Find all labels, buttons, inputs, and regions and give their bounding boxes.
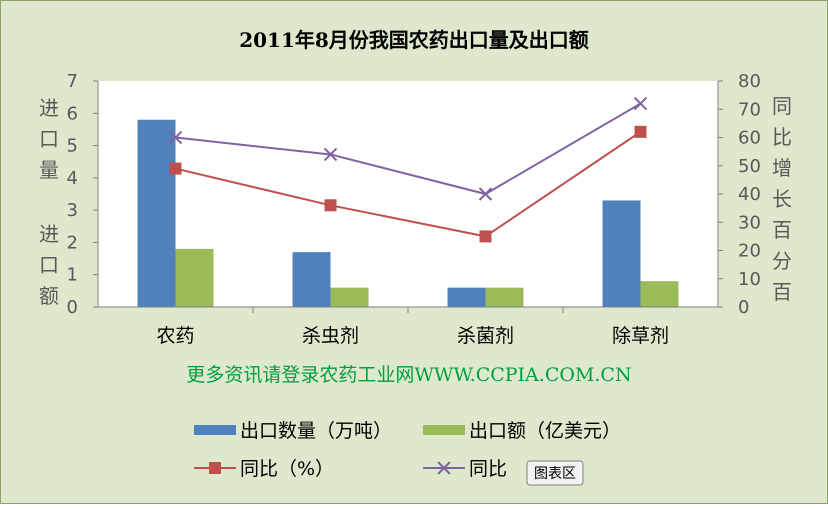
y-right-tick-label: 0 bbox=[738, 297, 749, 318]
point-square bbox=[479, 230, 492, 243]
y-left-tick-label: 3 bbox=[67, 200, 78, 221]
point-x bbox=[478, 187, 493, 201]
chart-title: 2011年8月份我国农药出口量及出口额 bbox=[239, 28, 589, 52]
y-axis-right-ticks: 0 10 20 30 40 50 60 70 80 bbox=[717, 71, 761, 318]
y-right-label-char: 增 bbox=[772, 156, 792, 180]
point-x bbox=[168, 130, 183, 145]
y-left-tick-label: 4 bbox=[67, 168, 78, 189]
point-square bbox=[634, 125, 647, 138]
bar-export-quantity bbox=[602, 200, 641, 307]
y-left-tick-label: 1 bbox=[67, 265, 78, 286]
legend-label: 出口数量（万吨） bbox=[240, 420, 392, 442]
footer-note: 更多资讯请登录农药工业网WWW.CCPIA.COM.CN bbox=[186, 364, 631, 386]
y-right-tick-label: 70 bbox=[738, 99, 761, 120]
y-right-tick-label: 20 bbox=[738, 241, 761, 262]
y-axis-left-ticks: 0 1 2 3 4 5 6 7 bbox=[67, 71, 99, 318]
legend-marker bbox=[437, 461, 451, 475]
category-label: 杀菌剂 bbox=[457, 325, 514, 347]
point-square bbox=[324, 199, 337, 212]
point-x bbox=[323, 147, 338, 162]
bars bbox=[137, 119, 679, 307]
y-left-tick-label: 7 bbox=[67, 71, 78, 92]
legend-label: 同比 bbox=[469, 458, 507, 480]
legend-label: 同比（%） bbox=[240, 458, 334, 480]
y-right-tick-label: 80 bbox=[738, 71, 761, 92]
legend: 出口数量（万吨） 出口额（亿美元） 同比（%） 同比 bbox=[194, 420, 621, 480]
chart-area-tag: 图表区 bbox=[526, 460, 584, 486]
y-right-tick-label: 10 bbox=[738, 269, 761, 290]
bar-export-value bbox=[485, 287, 524, 307]
y-left-tick-label: 2 bbox=[67, 232, 78, 253]
legend-swatch bbox=[194, 425, 236, 435]
y-left-label-char: 量 bbox=[39, 158, 59, 182]
y-right-label-char: 百 bbox=[772, 218, 792, 242]
y-right-tick-label: 60 bbox=[738, 128, 761, 149]
chart-area-tag-label: 图表区 bbox=[534, 466, 576, 482]
category-labels: 农药 杀虫剂 杀菌剂 除草剂 bbox=[156, 307, 669, 347]
series-line bbox=[175, 102, 642, 196]
y-left-label-char: 口 bbox=[39, 253, 59, 277]
y-right-label-char: 长 bbox=[772, 187, 792, 211]
bar-export-quantity bbox=[137, 119, 176, 307]
bar-export-value bbox=[330, 287, 369, 307]
category-label: 农药 bbox=[156, 325, 194, 347]
y-right-tick-label: 40 bbox=[738, 184, 761, 205]
legend-swatch bbox=[423, 425, 465, 435]
legend-marker bbox=[209, 462, 221, 474]
point-square bbox=[169, 162, 182, 175]
category-label: 除草剂 bbox=[612, 325, 669, 347]
lines bbox=[168, 96, 648, 243]
y-left-label-char: 口 bbox=[39, 127, 59, 151]
point-x bbox=[633, 96, 648, 111]
bar-export-quantity bbox=[447, 287, 486, 307]
bar-export-quantity bbox=[292, 252, 331, 307]
y-left-tick-label: 0 bbox=[67, 297, 78, 318]
y-right-tick-label: 50 bbox=[738, 156, 761, 177]
y-right-tick-label: 30 bbox=[738, 212, 761, 233]
y-right-label-char: 分 bbox=[772, 249, 792, 273]
y-right-label-char: 同 bbox=[772, 94, 792, 118]
y-right-label-char: 比 bbox=[772, 125, 792, 149]
bar-export-value bbox=[175, 248, 214, 307]
y-right-label-char: 百 bbox=[772, 280, 792, 304]
y-left-label-char: 进 bbox=[39, 96, 59, 120]
series-line bbox=[175, 131, 642, 238]
y-left-tick-label: 6 bbox=[67, 103, 78, 124]
y-left-label-char: 额 bbox=[39, 284, 59, 308]
category-label: 杀虫剂 bbox=[302, 325, 359, 347]
bar-export-value bbox=[640, 281, 679, 307]
y-left-label-char: 进 bbox=[39, 222, 59, 246]
y-left-tick-label: 5 bbox=[67, 136, 78, 157]
legend-label: 出口额（亿美元） bbox=[469, 420, 621, 442]
